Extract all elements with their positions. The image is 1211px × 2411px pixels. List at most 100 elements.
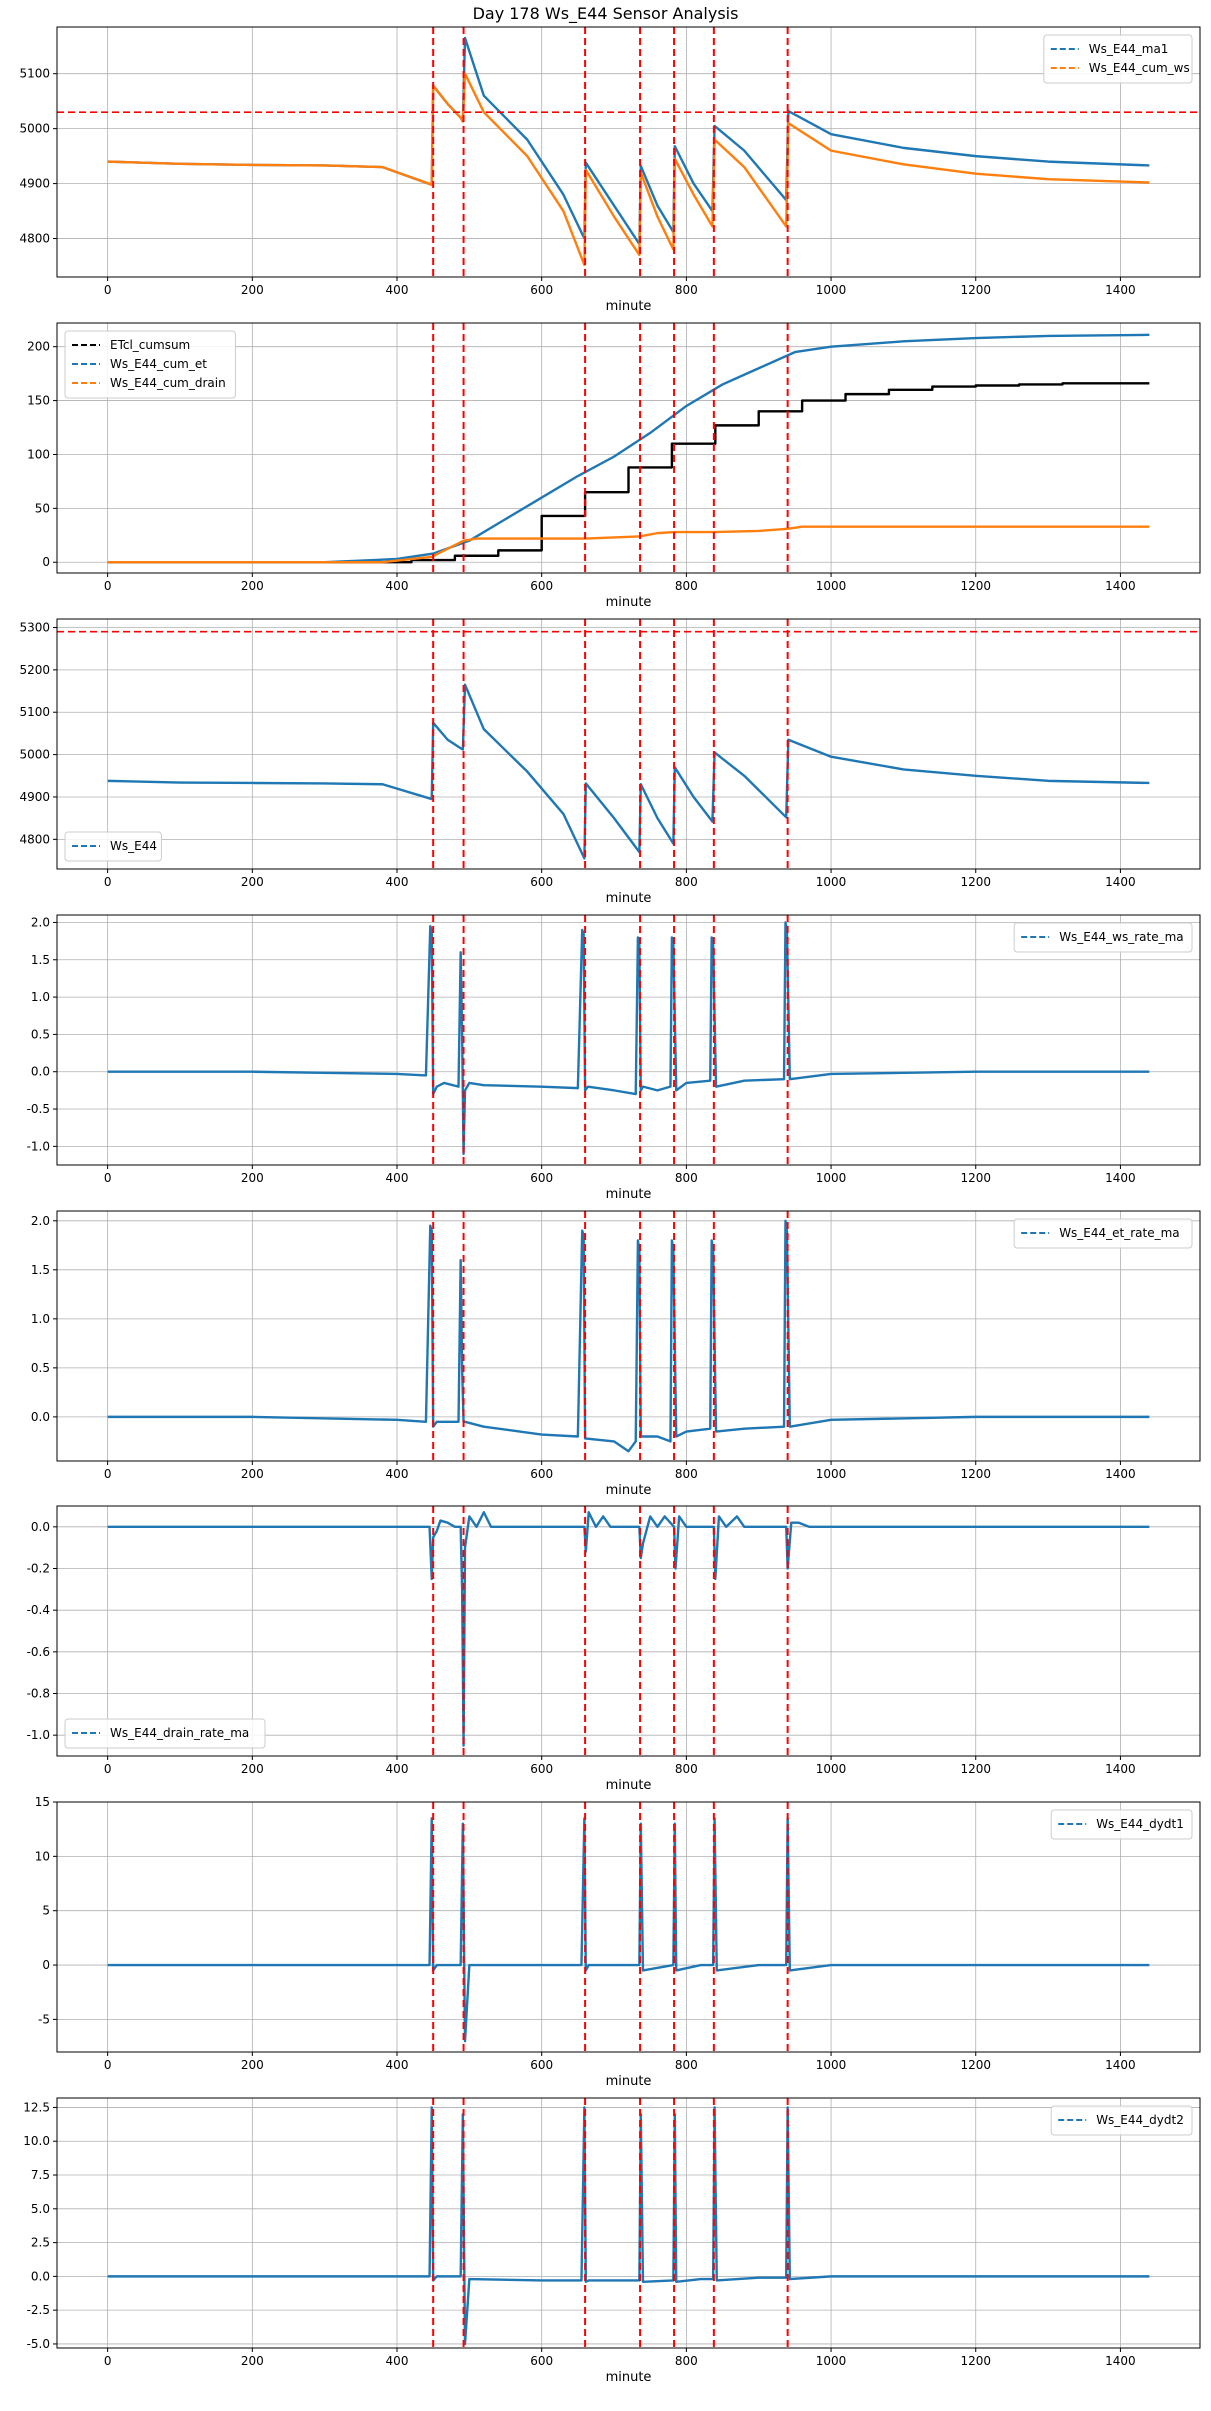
x-tick-label: 200	[241, 2354, 264, 2368]
x-axis-label: minute	[606, 2370, 652, 2385]
x-tick-label: 600	[530, 1762, 553, 1776]
y-tick-label: 1.5	[31, 953, 50, 967]
x-tick-label: 0	[104, 2354, 112, 2368]
x-tick-label: 1400	[1105, 1467, 1136, 1481]
x-tick-label: 400	[386, 579, 409, 593]
axes-frame	[56, 2097, 1201, 2349]
panel-2: 0 200 400 600 800 1000 1200 1400 minute 0 50 100 150…	[27, 322, 1201, 610]
legend-entry: Ws_E44_dydt2	[1096, 2113, 1184, 2127]
x-tick-label: 1200	[960, 875, 991, 889]
legend: Ws_E44_dydt1	[1050, 1809, 1193, 1840]
x-tick-label: 800	[675, 1762, 698, 1776]
x-tick-label: 0	[104, 1171, 112, 1185]
x-tick-label: 1000	[816, 1762, 847, 1776]
x-tick-label: 600	[530, 1171, 553, 1185]
legend-entry: Ws_E44_cum_ws	[1089, 61, 1190, 75]
legend-box	[1013, 922, 1193, 953]
panel-6: 0 200 400 600 800 1000 1200 1400 minute -1.0 -0.8 -…	[27, 1505, 1201, 1793]
plot-area	[107, 915, 1150, 1165]
plot-area	[107, 2098, 1150, 2348]
x-axis-label: minute	[606, 299, 652, 314]
axes-frame	[56, 618, 1201, 870]
x-axis-label: minute	[606, 1187, 652, 1202]
series-line-Ws_E44_ws_rate_ma	[107, 921, 1150, 1156]
x-tick-label: 1000	[816, 1467, 847, 1481]
legend-entry: Ws_E44_cum_et	[110, 357, 207, 371]
series-line-Ws_E44_drain_rate_ma	[107, 1511, 1150, 1747]
legend-box	[1050, 1809, 1193, 1840]
x-tick-label: 1200	[960, 2058, 991, 2072]
x-tick-label: 1400	[1105, 1171, 1136, 1185]
x-tick-label: 800	[675, 579, 698, 593]
legend: Ws_E44_dydt2	[1050, 2105, 1193, 2136]
x-tick-label: 1000	[816, 2058, 847, 2072]
x-axis-label: minute	[606, 1778, 652, 1793]
y-tick-label: 5	[42, 1904, 50, 1918]
axes-frame	[56, 1505, 1201, 1757]
y-tick-label: -0.2	[27, 1562, 50, 1576]
y-tick-label: 5000	[19, 748, 50, 762]
legend-entry: Ws_E44_drain_rate_ma	[110, 1726, 249, 1740]
y-tick-label: -1.0	[27, 1728, 50, 1742]
y-tick-label: -1.0	[27, 1139, 50, 1153]
y-tick-label: 4900	[19, 790, 50, 804]
x-tick-label: 800	[675, 1467, 698, 1481]
y-tick-label: 100	[27, 447, 50, 461]
figure-title: Day 178 Ws_E44 Sensor Analysis	[472, 4, 739, 23]
x-tick-label: 1400	[1105, 875, 1136, 889]
y-tick-label: 12.5	[23, 2100, 50, 2114]
legend-entry: Ws_E44_dydt1	[1096, 1817, 1184, 1831]
y-tick-label: 5300	[19, 620, 50, 634]
y-tick-label: -0.6	[27, 1645, 50, 1659]
legend: ETcl_cumsum Ws_E44_cum_et Ws_E44_cum_drain	[64, 330, 236, 399]
y-tick-label: 10	[35, 1849, 50, 1863]
x-tick-label: 0	[104, 1467, 112, 1481]
legend: Ws_E44_drain_rate_ma	[64, 1718, 266, 1749]
x-tick-label: 1200	[960, 1762, 991, 1776]
y-tick-label: 0.0	[31, 2269, 50, 2283]
x-tick-label: 200	[241, 2058, 264, 2072]
y-tick-label: -0.8	[27, 1687, 50, 1701]
y-tick-label: 5200	[19, 663, 50, 677]
legend-entry: Ws_E44_cum_drain	[110, 376, 226, 390]
y-tick-label: 0	[42, 1958, 50, 1972]
x-tick-label: 600	[530, 579, 553, 593]
x-tick-label: 600	[530, 283, 553, 297]
x-tick-label: 200	[241, 875, 264, 889]
x-tick-label: 200	[241, 579, 264, 593]
x-tick-label: 1200	[960, 283, 991, 297]
legend-box	[1043, 34, 1193, 84]
x-tick-label: 0	[104, 283, 112, 297]
plot-area	[57, 27, 1200, 277]
plot-area	[107, 1802, 1150, 2052]
y-tick-label: 5000	[19, 122, 50, 136]
series-line-Ws_E44_dydt1	[107, 1817, 1150, 2043]
y-tick-label: 2.0	[31, 915, 50, 929]
y-tick-label: 0.0	[31, 1520, 50, 1534]
x-tick-label: 600	[530, 2058, 553, 2072]
x-tick-label: 1200	[960, 2354, 991, 2368]
y-tick-label: 1.0	[31, 990, 50, 1004]
x-tick-label: 800	[675, 283, 698, 297]
y-tick-label: 0.5	[31, 1361, 50, 1375]
y-tick-label: -0.4	[27, 1603, 50, 1617]
x-tick-label: 200	[241, 283, 264, 297]
y-tick-label: 7.5	[31, 2168, 50, 2182]
legend-box	[64, 330, 236, 399]
x-tick-label: 1200	[960, 1467, 991, 1481]
series-line-Ws_E44	[107, 683, 1150, 860]
x-tick-label: 600	[530, 2354, 553, 2368]
panel-8: 0 200 400 600 800 1000 1200 1400 minute -5.0 -2.5 0…	[23, 2097, 1201, 2385]
axes-frame	[56, 1801, 1201, 2053]
series-line-ETcl_cumsum	[107, 382, 1150, 564]
x-tick-label: 400	[386, 283, 409, 297]
legend-entry: Ws_E44_ws_rate_ma	[1059, 930, 1183, 944]
y-tick-label: -5.0	[27, 2337, 50, 2351]
y-tick-label: 4900	[19, 177, 50, 191]
x-tick-label: 400	[386, 2058, 409, 2072]
y-tick-label: 2.5	[31, 2236, 50, 2250]
legend-entry: Ws_E44	[110, 839, 157, 853]
x-tick-label: 400	[386, 875, 409, 889]
